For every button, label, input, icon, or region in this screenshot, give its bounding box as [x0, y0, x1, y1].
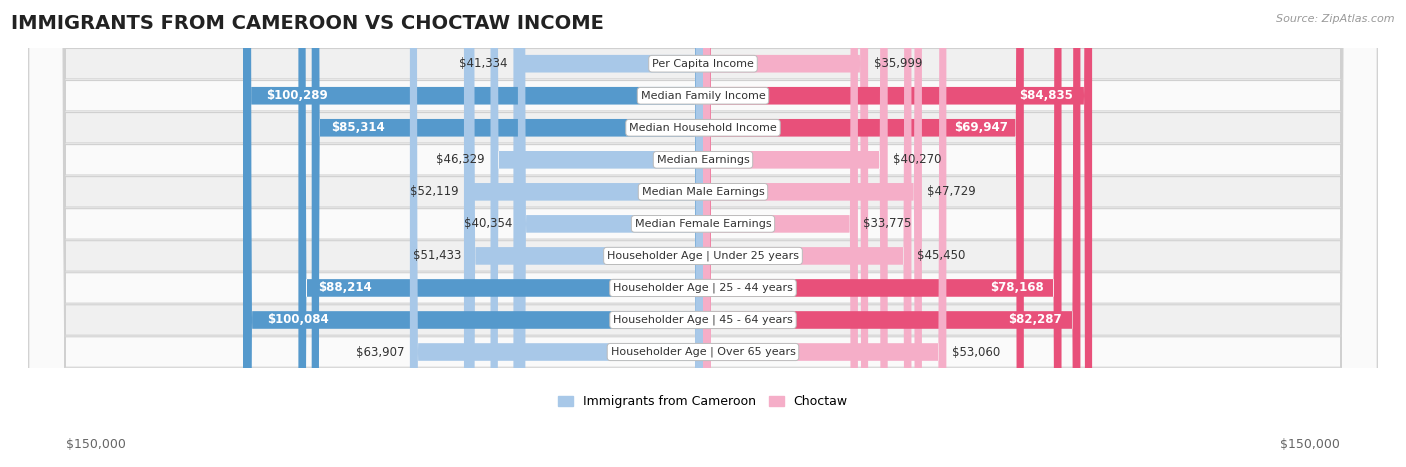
Text: $35,999: $35,999	[873, 57, 922, 70]
Text: Householder Age | Under 25 years: Householder Age | Under 25 years	[607, 251, 799, 261]
Text: $84,835: $84,835	[1019, 89, 1073, 102]
FancyBboxPatch shape	[703, 0, 868, 467]
Text: Per Capita Income: Per Capita Income	[652, 59, 754, 69]
Text: IMMIGRANTS FROM CAMEROON VS CHOCTAW INCOME: IMMIGRANTS FROM CAMEROON VS CHOCTAW INCO…	[11, 14, 605, 33]
FancyBboxPatch shape	[703, 0, 1024, 467]
Text: $41,334: $41,334	[460, 57, 508, 70]
Text: $45,450: $45,450	[917, 249, 966, 262]
Text: $150,000: $150,000	[1281, 439, 1340, 451]
FancyBboxPatch shape	[28, 0, 1378, 467]
Text: $100,084: $100,084	[267, 313, 329, 326]
Text: Source: ZipAtlas.com: Source: ZipAtlas.com	[1277, 14, 1395, 24]
FancyBboxPatch shape	[467, 0, 703, 467]
FancyBboxPatch shape	[28, 0, 1378, 467]
Text: Median Male Earnings: Median Male Earnings	[641, 187, 765, 197]
Text: $47,729: $47,729	[928, 185, 976, 198]
FancyBboxPatch shape	[245, 0, 703, 467]
FancyBboxPatch shape	[28, 0, 1378, 467]
Text: $46,329: $46,329	[436, 153, 485, 166]
FancyBboxPatch shape	[703, 0, 887, 467]
FancyBboxPatch shape	[312, 0, 703, 467]
FancyBboxPatch shape	[703, 0, 1080, 467]
FancyBboxPatch shape	[411, 0, 703, 467]
Text: Median Family Income: Median Family Income	[641, 91, 765, 101]
Text: $100,289: $100,289	[266, 89, 328, 102]
Text: $82,287: $82,287	[1008, 313, 1062, 326]
FancyBboxPatch shape	[28, 0, 1378, 467]
FancyBboxPatch shape	[513, 0, 703, 467]
FancyBboxPatch shape	[703, 0, 1062, 467]
Text: $69,947: $69,947	[953, 121, 1008, 134]
Text: $40,270: $40,270	[893, 153, 942, 166]
Text: Householder Age | 45 - 64 years: Householder Age | 45 - 64 years	[613, 315, 793, 325]
Text: $78,168: $78,168	[990, 282, 1043, 294]
FancyBboxPatch shape	[491, 0, 703, 467]
Text: $88,214: $88,214	[319, 282, 373, 294]
Text: $52,119: $52,119	[409, 185, 458, 198]
FancyBboxPatch shape	[703, 0, 1092, 467]
Text: Median Female Earnings: Median Female Earnings	[634, 219, 772, 229]
FancyBboxPatch shape	[28, 0, 1378, 467]
FancyBboxPatch shape	[28, 0, 1378, 467]
Legend: Immigrants from Cameroon, Choctaw: Immigrants from Cameroon, Choctaw	[553, 390, 853, 413]
FancyBboxPatch shape	[243, 0, 703, 467]
Text: Median Household Income: Median Household Income	[628, 123, 778, 133]
Text: $150,000: $150,000	[66, 439, 125, 451]
FancyBboxPatch shape	[28, 0, 1378, 467]
FancyBboxPatch shape	[703, 0, 911, 467]
FancyBboxPatch shape	[28, 0, 1378, 467]
FancyBboxPatch shape	[703, 0, 858, 467]
FancyBboxPatch shape	[517, 0, 703, 467]
Text: $53,060: $53,060	[952, 346, 1000, 359]
Text: Median Earnings: Median Earnings	[657, 155, 749, 165]
Text: Householder Age | 25 - 44 years: Householder Age | 25 - 44 years	[613, 283, 793, 293]
Text: $51,433: $51,433	[413, 249, 461, 262]
FancyBboxPatch shape	[298, 0, 703, 467]
FancyBboxPatch shape	[28, 0, 1378, 467]
FancyBboxPatch shape	[703, 0, 946, 467]
FancyBboxPatch shape	[464, 0, 703, 467]
FancyBboxPatch shape	[28, 0, 1378, 467]
Text: $33,775: $33,775	[863, 217, 912, 230]
Text: $40,354: $40,354	[464, 217, 512, 230]
Text: Householder Age | Over 65 years: Householder Age | Over 65 years	[610, 347, 796, 357]
FancyBboxPatch shape	[703, 0, 922, 467]
Text: $85,314: $85,314	[332, 121, 385, 134]
Text: $63,907: $63,907	[356, 346, 405, 359]
